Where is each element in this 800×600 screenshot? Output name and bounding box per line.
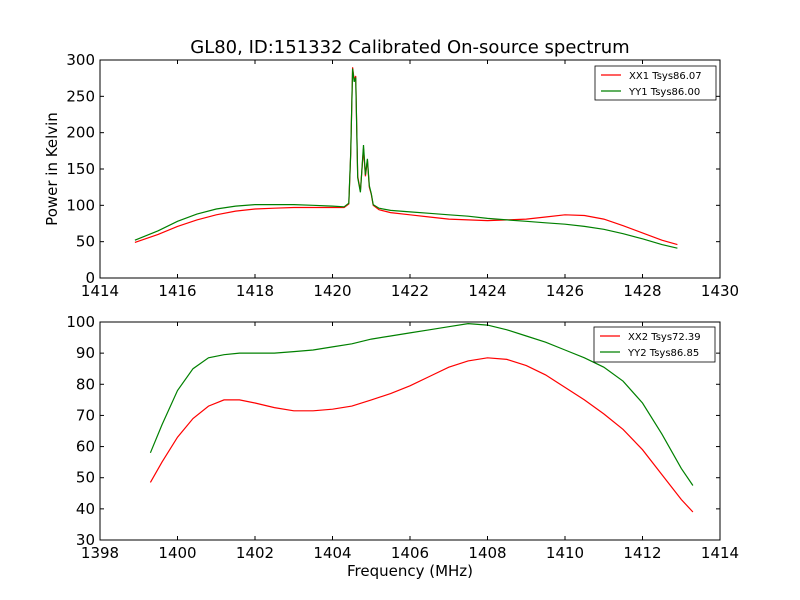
x-tick-label: 1406 bbox=[391, 544, 429, 562]
x-tick-label: 1420 bbox=[313, 282, 351, 300]
x-tick-label: 1414 bbox=[81, 282, 119, 300]
x-tick-label: 1400 bbox=[158, 544, 196, 562]
y-tick-label: 100 bbox=[66, 313, 95, 331]
x-tick-label: 1410 bbox=[546, 544, 584, 562]
x-tick-label: 1398 bbox=[81, 544, 119, 562]
x-tick-label: 1404 bbox=[313, 544, 351, 562]
legend-box bbox=[593, 326, 716, 363]
x-tick-label: 1416 bbox=[158, 282, 196, 300]
x-tick-label: 1412 bbox=[623, 544, 661, 562]
y-tick-label: 70 bbox=[76, 406, 95, 424]
y-tick-label: 150 bbox=[66, 160, 95, 178]
y-tick-label: 100 bbox=[66, 196, 95, 214]
series-line-xx2 bbox=[149, 357, 694, 513]
y-tick-label: 80 bbox=[76, 375, 95, 393]
y-tick-label: 50 bbox=[76, 233, 95, 251]
x-tick-label: 1408 bbox=[468, 544, 506, 562]
y-tick-label: 0 bbox=[85, 269, 95, 287]
x-axis-label: Frequency (MHz) bbox=[347, 562, 473, 580]
y-tick-label: 250 bbox=[66, 87, 95, 105]
legend-label: YY2 Tsys86.85 bbox=[627, 348, 699, 359]
y-tick-label: 300 bbox=[66, 51, 95, 69]
legend-box bbox=[594, 65, 717, 101]
y-tick-label: 90 bbox=[76, 344, 95, 362]
y-axis-label: Power in Kelvin bbox=[43, 112, 61, 226]
y-tick-label: 40 bbox=[76, 500, 95, 518]
legend-label: XX1 Tsys86.07 bbox=[629, 71, 702, 82]
x-tick-label: 1428 bbox=[623, 282, 661, 300]
series-line-yy1 bbox=[134, 68, 678, 249]
x-tick-label: 1402 bbox=[236, 544, 274, 562]
y-tick-label: 50 bbox=[76, 469, 95, 487]
y-tick-label: 30 bbox=[76, 531, 95, 549]
bottom-panel: 1398 1400 1402 1404 1406 1408 1410 1412 1414 30 40… bbox=[66, 313, 739, 580]
legend-label: XX2 Tsys72.39 bbox=[628, 332, 701, 343]
x-tick-label: 1430 bbox=[701, 282, 739, 300]
y-tick-label: 200 bbox=[66, 124, 95, 142]
y-tick-label: 60 bbox=[76, 438, 95, 456]
x-tick-label: 1418 bbox=[236, 282, 274, 300]
top-panel: 1414 1416 1418 1420 1422 1424 1426 1428 1430 0 50 1… bbox=[43, 51, 739, 300]
series-line-yy2 bbox=[149, 322, 694, 486]
chart-title: GL80, ID:151332 Calibrated On-source spe… bbox=[190, 37, 629, 58]
x-tick-label: 1422 bbox=[391, 282, 429, 300]
legend: XX1 Tsys86.07 YY1 Tsys86.00 bbox=[594, 65, 717, 101]
x-tick-label: 1424 bbox=[468, 282, 506, 300]
legend-label: YY1 Tsys86.00 bbox=[628, 87, 700, 98]
legend: XX2 Tsys72.39 YY2 Tsys86.85 bbox=[593, 326, 716, 363]
x-tick-label: 1414 bbox=[701, 544, 739, 562]
x-tick-label: 1426 bbox=[546, 282, 584, 300]
